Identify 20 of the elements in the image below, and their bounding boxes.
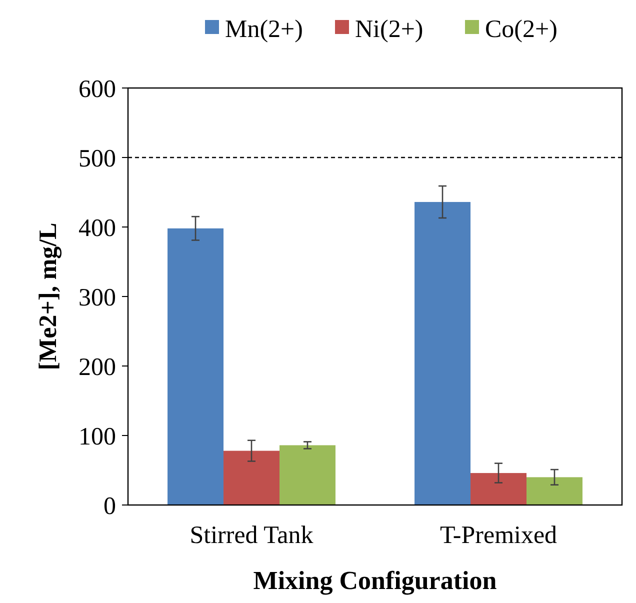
y-tick-label: 600: [78, 76, 116, 103]
y-tick-label: 400: [78, 214, 116, 242]
x-tick-label: T-Premixed: [440, 522, 558, 549]
y-axis-title: [Me2+], mg/L: [35, 222, 62, 370]
legend-label: Ni(2+): [355, 16, 424, 43]
y-tick-label: 0: [104, 492, 116, 520]
bar: [414, 202, 471, 505]
legend-label: Mn(2+): [225, 16, 303, 43]
bar: [168, 228, 224, 505]
x-tick-label: Stirred Tank: [190, 522, 314, 549]
y-tick-label: 300: [78, 284, 116, 312]
bar: [279, 445, 336, 505]
bar: [526, 477, 582, 505]
y-tick-label: 100: [78, 423, 116, 450]
bar: [470, 473, 526, 505]
y-tick-label: 200: [78, 354, 116, 381]
y-tick-label: 500: [78, 145, 116, 172]
legend-label: Co(2+): [485, 16, 558, 43]
x-axis-title: Mixing Configuration: [253, 566, 498, 595]
bar: [224, 450, 280, 505]
